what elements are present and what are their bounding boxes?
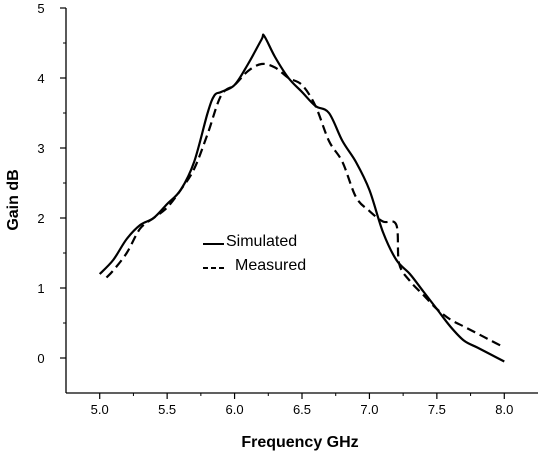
x-tick-label: 7.5 xyxy=(428,402,446,417)
x-tick-label: 8.0 xyxy=(495,402,513,417)
axes: 5.0 5.5 6.0 6.5 7.0 7.5 8.0 0 1 2 3 4 5 xyxy=(37,1,538,417)
series-line-simulated xyxy=(98,33,505,363)
y-tick-label: 0 xyxy=(37,351,44,366)
x-tick-label: 6.5 xyxy=(293,402,311,417)
x-tick-label: 5.5 xyxy=(158,402,176,417)
y-tick-label: 5 xyxy=(37,1,44,16)
legend-label-simulated: Simulated xyxy=(226,233,297,250)
legend-label-measured: Measured xyxy=(235,257,306,274)
y-tick-label: 2 xyxy=(37,211,44,226)
x-tick-label: 5.0 xyxy=(91,402,109,417)
x-tick-label: 7.0 xyxy=(360,402,378,417)
series-line-measured xyxy=(105,62,505,349)
legend: Simulated Measured xyxy=(203,233,306,274)
plot-area xyxy=(98,33,505,363)
x-axis-title: Frequency GHz xyxy=(241,434,358,451)
x-tick-label: 6.0 xyxy=(226,402,244,417)
y-axis-title: Gain dB xyxy=(5,169,22,230)
y-tick-label: 3 xyxy=(37,141,44,156)
y-tick-label: 1 xyxy=(37,281,44,296)
y-tick-label: 4 xyxy=(37,71,44,86)
